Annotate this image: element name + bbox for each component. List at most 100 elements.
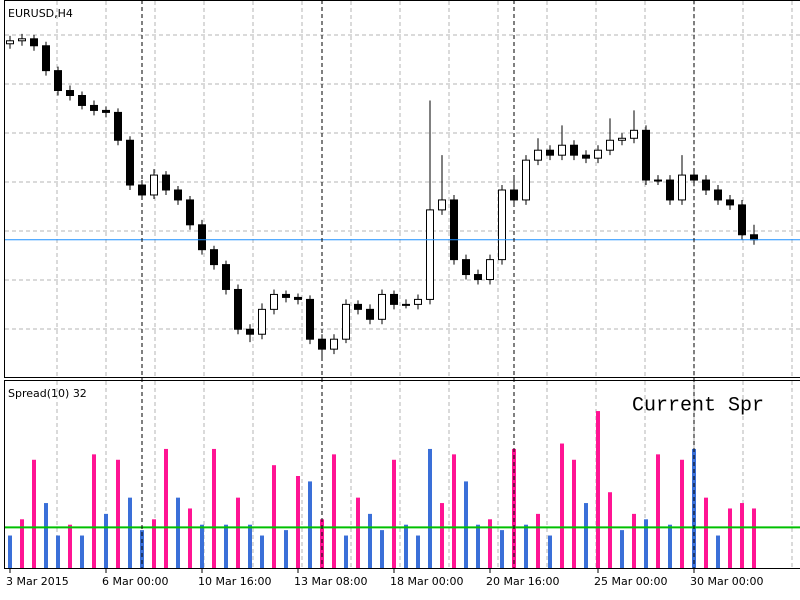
spread-bar	[512, 448, 516, 568]
candle-body	[354, 303, 362, 310]
spread-bar	[20, 519, 24, 568]
spread-bar	[704, 497, 708, 568]
spread-bar	[44, 503, 48, 568]
candle-body	[558, 144, 566, 156]
x-tick-label: 10 Mar 16:00	[198, 575, 271, 588]
candle-body	[18, 38, 26, 42]
candle-body	[582, 154, 590, 159]
candle-body	[174, 189, 182, 201]
spread-bar	[176, 497, 180, 568]
x-tick-label: 3 Mar 2015	[6, 575, 69, 588]
spread-bar	[332, 454, 336, 568]
spread-bar	[740, 503, 744, 568]
labels: 3 Mar 2015 6 Mar 00:00 10 Mar 16:00 13 Mar …	[6, 569, 763, 588]
spread-bar	[236, 497, 240, 568]
spread-bar	[584, 503, 588, 568]
spread-bar	[680, 459, 684, 568]
spread-bar	[320, 519, 324, 568]
spread-bar	[416, 535, 420, 568]
candle-body	[618, 137, 626, 141]
spread-bar	[56, 535, 60, 568]
x-tick-label: 25 Mar 00:00	[594, 575, 667, 588]
candle-body	[750, 234, 758, 241]
spread-bar	[452, 454, 456, 568]
candle-body	[546, 149, 554, 156]
x-tick-label: 30 Mar 00:00	[690, 575, 763, 588]
spread-bar	[500, 530, 504, 568]
spread-bar	[344, 535, 348, 568]
spread-bar	[536, 513, 540, 568]
candle-body	[162, 174, 170, 191]
spread-bar	[104, 513, 108, 568]
spread-bar	[488, 519, 492, 568]
spread-bar	[8, 535, 12, 568]
spread-bar	[728, 508, 732, 568]
candle-body	[606, 139, 614, 151]
chart-title: EURUSD,H4	[8, 7, 73, 20]
spread-bar	[608, 492, 612, 568]
sub-pane-border	[4, 380, 800, 569]
spread-bar	[440, 503, 444, 568]
x-tick-label: 18 Mar 00:00	[390, 575, 463, 588]
spread-bar	[524, 524, 528, 568]
spread-bar	[464, 481, 468, 568]
x-tick-label: 13 Mar 08:00	[294, 575, 367, 588]
spread-bar	[212, 448, 216, 568]
candle-body	[654, 179, 662, 182]
candle-body	[342, 303, 350, 340]
spread-bar	[368, 513, 372, 568]
candle-body	[630, 129, 638, 139]
candle-body	[78, 94, 86, 106]
x-tick-label: 6 Mar 00:00	[102, 575, 168, 588]
spread-bar	[716, 535, 720, 568]
spread-bar	[572, 459, 576, 568]
candle-body	[534, 149, 542, 161]
spread-bar	[656, 454, 660, 568]
spread-bar	[476, 524, 480, 568]
spread-bar	[152, 519, 156, 568]
candle-body	[486, 259, 494, 281]
candle-body	[282, 293, 290, 298]
candle-body	[186, 199, 194, 226]
spread-bar	[68, 524, 72, 568]
candle-body	[570, 144, 578, 156]
candle-body	[462, 259, 470, 276]
main-pane-border	[4, 0, 800, 378]
spread-bar	[356, 497, 360, 568]
candle-body	[666, 179, 674, 201]
candle-body	[234, 288, 242, 330]
candle-body	[270, 293, 278, 310]
candle-body	[54, 70, 62, 92]
spread-bar	[308, 481, 312, 568]
spread-bar	[752, 508, 756, 568]
candle-body	[30, 38, 38, 47]
candle-body	[42, 45, 50, 72]
candle-body	[366, 308, 374, 320]
spread-bar	[224, 524, 228, 568]
spread-bar	[380, 530, 384, 568]
candle-body	[222, 264, 230, 290]
candle-body	[378, 293, 386, 320]
spread-bar	[32, 459, 36, 568]
candle-body	[702, 179, 710, 191]
annotation: Current Spr	[632, 394, 764, 417]
candle-body	[594, 149, 602, 159]
spread-bar	[272, 465, 276, 568]
spread-bar	[80, 535, 84, 568]
candle-body	[66, 90, 74, 96]
spread-bar	[248, 524, 252, 568]
spread-bar	[632, 513, 636, 568]
spread-bar	[116, 459, 120, 568]
spread-bar	[560, 443, 564, 568]
spread-bar	[284, 530, 288, 568]
spread-bar	[260, 535, 264, 568]
marks	[5, 33, 800, 568]
candle-body	[198, 224, 206, 251]
candle-body	[714, 189, 722, 201]
candle-body	[90, 104, 98, 111]
spread-bar	[644, 519, 648, 568]
spread-bar	[392, 459, 396, 568]
spread-bar	[296, 476, 300, 568]
spread-bar	[200, 524, 204, 568]
